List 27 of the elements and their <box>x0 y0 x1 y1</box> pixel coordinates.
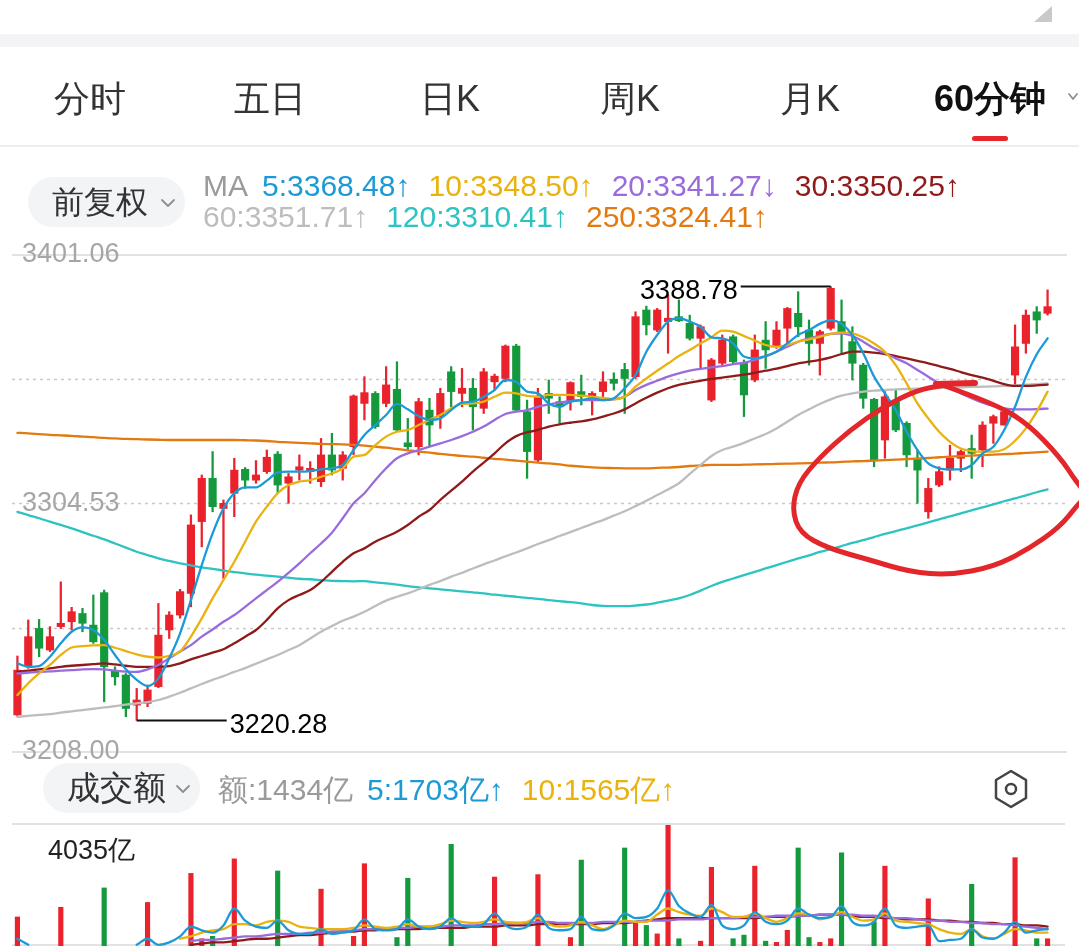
dropdown-button: 前复权 <box>28 177 185 227</box>
annotation: 4035亿 <box>48 835 136 866</box>
text: 分时 <box>53 77 127 121</box>
chart-title: 成交额 <box>67 769 166 806</box>
y-tick-label: 3304.53 <box>22 486 120 517</box>
y-tick-label: 3208.00 <box>22 735 120 766</box>
annotation: 3388.78 <box>640 275 738 306</box>
text: 五日 <box>233 77 307 121</box>
text: 60:3351.71↑ <box>203 200 369 233</box>
text: 5:1703亿↑ <box>367 773 504 806</box>
text: 120:3310.41↑ <box>386 200 568 233</box>
text: 月K <box>779 77 841 121</box>
chart-title: 前复权 <box>52 183 148 222</box>
text: 周K <box>599 77 661 121</box>
dropdown-button: 成交额 <box>43 763 200 813</box>
text: 60分钟 <box>932 77 1047 121</box>
annotation: 3220.28 <box>229 708 328 739</box>
legend-title: 额:1434亿 <box>218 773 354 806</box>
text: 250:3324.41↑ <box>586 200 768 233</box>
legend-title: MA <box>203 169 248 202</box>
y-tick-label: 3401.06 <box>22 238 120 269</box>
text: 20:3341.27↓ <box>611 169 777 202</box>
text: 10:1565亿↑ <box>521 773 676 806</box>
text: 10:3348.50↑ <box>428 169 594 202</box>
text: 30:3350.25↑ <box>794 169 960 202</box>
text: 5:3368.48↑ <box>262 169 411 202</box>
text: 日K <box>419 77 481 121</box>
